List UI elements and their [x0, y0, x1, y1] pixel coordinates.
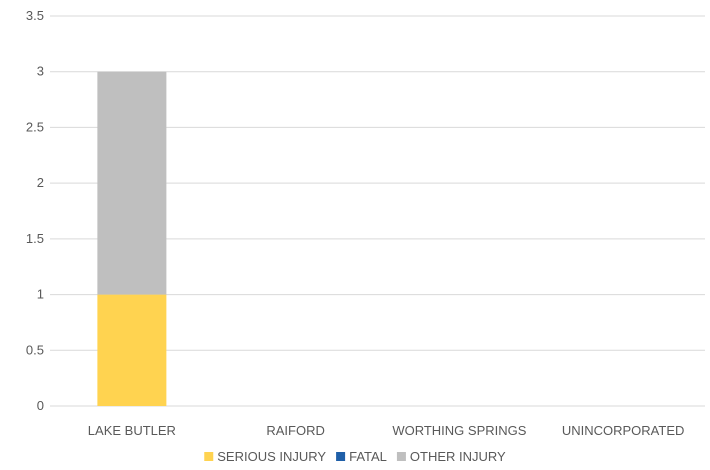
x-category-label: RAIFORD — [266, 423, 325, 438]
y-tick-label: 2.5 — [26, 119, 44, 134]
x-category-label: WORTHING SPRINGS — [392, 423, 526, 438]
legend-item: OTHER INJURY — [396, 449, 506, 464]
legend-item: SERIOUS INJURY — [204, 449, 326, 464]
y-tick-label: 3 — [37, 64, 44, 79]
y-tick-label: 1.5 — [26, 231, 44, 246]
legend-label: FATAL — [349, 449, 387, 464]
y-tick-label: 2 — [37, 175, 44, 190]
x-axis-category-labels: LAKE BUTLER RAIFORD WORTHING SPRINGS UNINCO… — [88, 423, 685, 438]
legend-swatch — [396, 452, 406, 461]
x-category-label: UNINCORPORATED — [562, 423, 685, 438]
bar-segment — [97, 294, 167, 406]
legend-label: OTHER INJURY — [410, 449, 506, 464]
y-tick-label: 1 — [37, 287, 44, 302]
y-tick-label: 0 — [37, 398, 44, 413]
x-category-label: LAKE BUTLER — [88, 423, 176, 438]
legend-label: SERIOUS INJURY — [217, 449, 326, 464]
bar-segment — [97, 71, 167, 295]
legend-item: FATAL — [336, 449, 387, 464]
legend-swatch — [204, 452, 214, 461]
y-axis-tick-labels: 0 0.5 1 1.5 2 2.5 3 3.5 — [26, 8, 44, 413]
legend: SERIOUS INJURY FATAL OTHER INJURY — [204, 449, 506, 464]
y-tick-label: 0.5 — [26, 342, 44, 357]
bars — [97, 71, 167, 406]
legend-swatch — [336, 452, 346, 461]
y-tick-label: 3.5 — [26, 8, 44, 23]
